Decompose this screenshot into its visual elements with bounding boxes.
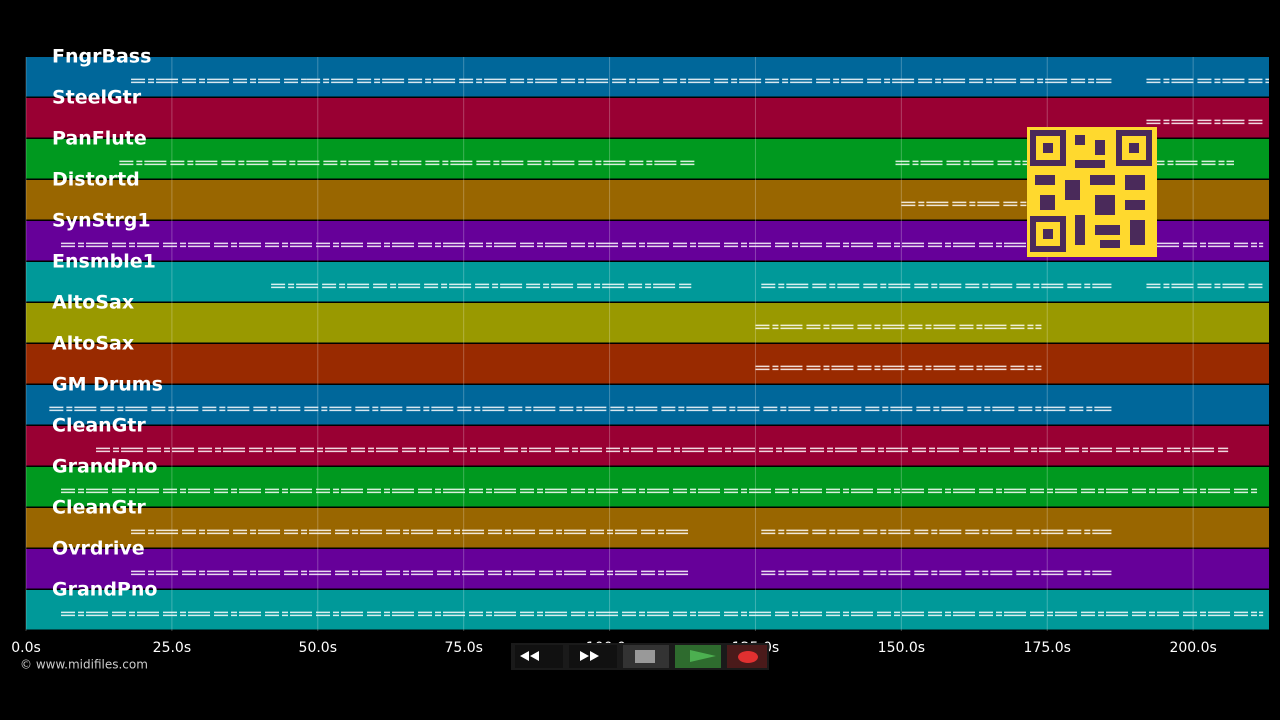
note-run bbox=[96, 447, 1229, 453]
record-button[interactable] bbox=[727, 645, 767, 668]
x-tick-label: 175.0s bbox=[1024, 640, 1071, 656]
track-lane bbox=[26, 426, 1269, 466]
note-run bbox=[131, 570, 692, 576]
notes bbox=[49, 78, 1269, 617]
track-name: FngrBass bbox=[52, 46, 151, 68]
note-run bbox=[61, 611, 1264, 617]
note-run bbox=[131, 78, 307, 84]
note-run bbox=[271, 283, 692, 289]
note-run bbox=[1146, 78, 1269, 84]
track-lane bbox=[26, 549, 1269, 589]
track-name: Ensmble1 bbox=[52, 251, 156, 273]
note-run bbox=[49, 406, 1112, 412]
x-tick-label: 50.0s bbox=[299, 640, 337, 656]
track-lane bbox=[26, 590, 1269, 630]
note-run bbox=[61, 488, 1258, 494]
track-name: AltoSax bbox=[52, 292, 134, 314]
track-name: Distortd bbox=[52, 169, 140, 191]
track-name: GM Drums bbox=[52, 374, 163, 396]
play-button[interactable] bbox=[675, 645, 721, 668]
track-lane bbox=[26, 262, 1269, 302]
x-tick-label: 25.0s bbox=[153, 640, 191, 656]
track-lane bbox=[26, 508, 1269, 548]
note-run bbox=[755, 324, 1042, 330]
fast-forward-button[interactable] bbox=[569, 645, 617, 668]
note-run bbox=[755, 365, 1042, 371]
note-run bbox=[1146, 119, 1264, 125]
track-name: CleanGtr bbox=[52, 415, 146, 437]
note-run bbox=[761, 283, 1112, 289]
track-name: PanFlute bbox=[52, 128, 147, 150]
rewind-button[interactable] bbox=[515, 645, 563, 668]
track-name: GrandPno bbox=[52, 579, 157, 601]
x-tick-label: 75.0s bbox=[444, 640, 482, 656]
track-lane bbox=[26, 385, 1269, 425]
note-run bbox=[131, 529, 692, 535]
track-name: SynStrg1 bbox=[52, 210, 151, 232]
x-tick-label: 0.0s bbox=[11, 640, 41, 656]
copyright: © www.midifiles.com bbox=[20, 658, 148, 672]
stop-button[interactable] bbox=[623, 645, 669, 668]
note-run bbox=[901, 201, 1030, 207]
x-tick-label: 200.0s bbox=[1169, 640, 1216, 656]
track-lane bbox=[26, 467, 1269, 507]
note-run bbox=[306, 78, 1112, 84]
note-run bbox=[1146, 283, 1264, 289]
track-lane bbox=[26, 303, 1269, 343]
note-run bbox=[119, 160, 698, 166]
track-name: AltoSax bbox=[52, 333, 134, 355]
note-run bbox=[895, 160, 1234, 166]
track-name: GrandPno bbox=[52, 456, 157, 478]
labels: FngrBass SteelGtr PanFlute Distortd SynStrg1… bbox=[52, 46, 163, 601]
track-name: CleanGtr bbox=[52, 497, 146, 519]
transport-controls bbox=[511, 643, 769, 670]
track-lane bbox=[26, 57, 1269, 97]
note-run bbox=[761, 529, 1112, 535]
x-tick-label: 150.0s bbox=[878, 640, 925, 656]
track-lane bbox=[26, 344, 1269, 384]
track-name: SteelGtr bbox=[52, 87, 142, 109]
track-name: Ovrdrive bbox=[52, 538, 145, 560]
note-run bbox=[761, 570, 1112, 576]
qr-code bbox=[1027, 127, 1157, 257]
